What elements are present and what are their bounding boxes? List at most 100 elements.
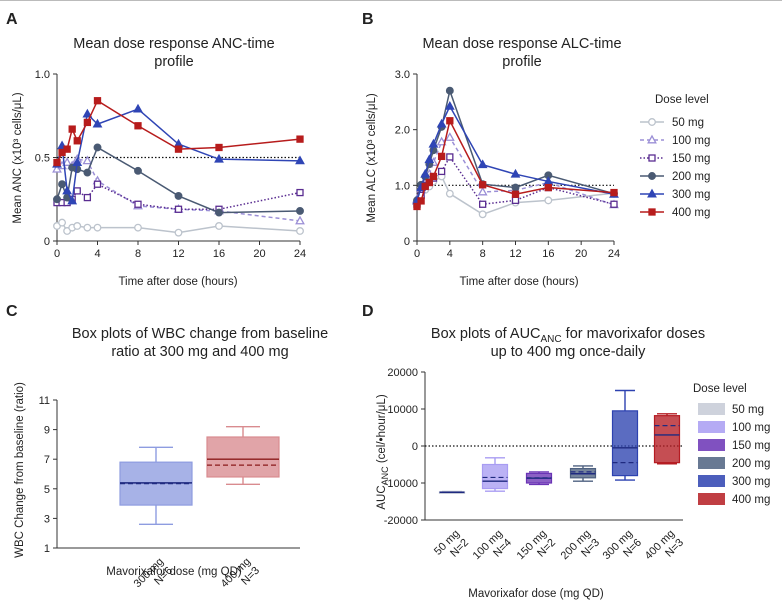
panel-b-point-150-mg-6 xyxy=(446,153,454,161)
panel-a-point-400-mg-6 xyxy=(93,97,102,105)
panel-b-letter: B xyxy=(362,11,374,28)
panel-a-point-150-mg-5 xyxy=(83,193,92,202)
panel-a-point-200-mg-6 xyxy=(93,143,102,152)
panel-c-y-tick-label-3: 7 xyxy=(44,454,50,466)
panel-a-point-200-mg-9 xyxy=(215,208,223,217)
panel-d-y-tick-label-2: 0 xyxy=(412,441,418,453)
panel-a-point-150-mg-10 xyxy=(296,188,304,197)
panel-d-legend-label-300-mg: 300 mg xyxy=(732,476,770,488)
panel-c-xlabel: Mavorixafor dose (mg QD) xyxy=(106,566,242,578)
panel-a-point-150-mg-8 xyxy=(174,205,183,213)
panel-a-point-300-mg-5 xyxy=(82,108,93,118)
panel-a-point-200-mg-0 xyxy=(53,195,61,204)
panel-d-ylabel: AUCANC (cel/•hour/μL) xyxy=(376,394,390,509)
panel-a-point-200-mg-5 xyxy=(83,168,92,177)
panel-b-point-100-mg-6 xyxy=(444,132,455,141)
panel-c-title-line2: ratio at 300 mg and 400 mg xyxy=(111,344,288,360)
panel-b-point-400-mg-7 xyxy=(479,181,487,189)
panel-b-point-300-mg-7 xyxy=(477,159,488,169)
panel-a-x-tick-label-0: 0 xyxy=(54,248,60,260)
panel-a-point-150-mg-7 xyxy=(134,200,142,208)
panel-b-legend-title: Dose level xyxy=(655,94,709,106)
panel-b-point-150-mg-7 xyxy=(479,200,487,208)
panel-b-point-400-mg-5 xyxy=(437,152,446,161)
panel-d-legend-swatch-50-mg xyxy=(698,403,725,415)
panel-d-legend: 50 mg 100 mg 150 mg 200 mg 300 mg 400 mg xyxy=(698,403,770,506)
panel-b-legend-marker-400-mg xyxy=(648,208,656,216)
panel-b-legend-label-400-mg: 400 mg xyxy=(672,207,710,219)
panel-b-point-300-mg-3 xyxy=(424,154,435,164)
panel-c-y-tick-label-1: 3 xyxy=(44,513,50,525)
panel-b-legend-marker-300-mg xyxy=(647,188,657,198)
panel-d-box-300-mg xyxy=(611,410,639,477)
panel-c-y-tick-label-5: 11 xyxy=(39,395,50,407)
panel-b-point-300-mg-6 xyxy=(444,100,455,110)
panel-b-point-400-mg-8 xyxy=(511,190,520,198)
panel-d-legend-label-200-mg: 200 mg xyxy=(732,458,770,470)
panel-d-title-suffix: for mavorixafor doses xyxy=(562,326,705,342)
panel-c-y-tick-label-0: 1 xyxy=(44,543,50,555)
panel-d-legend-swatch-400-mg xyxy=(698,493,725,505)
panel-a-x-tick-label-16: 16 xyxy=(213,248,225,260)
panel-c: C Box plots of WBC change from baseline … xyxy=(6,303,328,590)
panel-a-point-50-mg-8 xyxy=(174,228,183,237)
panel-b-point-400-mg-1 xyxy=(417,197,425,205)
panel-b-x-tick-label-16: 16 xyxy=(542,248,554,260)
panel-b-legend-label-50-mg: 50 mg xyxy=(672,117,704,129)
panel-b-legend-marker-50-mg xyxy=(648,118,656,126)
panel-b-legend-label-100-mg: 100 mg xyxy=(672,135,710,147)
panel-a-x-tick-label-4: 4 xyxy=(94,248,100,260)
panel-b-plot: 0 4 8 12 16 20 24 0 1.0 2.0 3.0 xyxy=(395,69,620,260)
panel-a-point-400-mg-3 xyxy=(68,125,76,133)
panel-a-point-300-mg-6 xyxy=(92,118,103,128)
panel-b-point-150-mg-8 xyxy=(511,196,520,205)
panel-b-ylabel: Mean ALC (x10³ cells/μL) xyxy=(366,93,378,223)
panel-d-title-line2: up to 400 mg once-daily xyxy=(491,344,647,360)
panel-b-y-tick-label-1: 1.0 xyxy=(395,180,410,192)
panel-a-point-100-mg-5 xyxy=(82,155,93,165)
panel-d-y-tick-label-3: 10000 xyxy=(387,404,418,416)
panel-a-x-tick-label-12: 12 xyxy=(172,248,184,260)
panel-d-y-tick-label-4: 20000 xyxy=(387,367,418,379)
panel-a-x-tick-label-8: 8 xyxy=(135,248,141,260)
panel-a-y-tick-label-1: 0.5 xyxy=(35,153,50,165)
panel-b-x-tick-label-8: 8 xyxy=(480,248,486,260)
panel-b-point-400-mg-6 xyxy=(446,117,454,125)
panel-a-point-400-mg-10 xyxy=(296,135,304,143)
panel-d-title-line1: Box plots of AUCANC for mavorixafor dose… xyxy=(431,326,705,345)
panel-a-point-300-mg-2 xyxy=(62,185,73,195)
panel-d-ylabel-prefix: AUC xyxy=(376,485,388,509)
panel-a-point-400-mg-0 xyxy=(53,158,61,167)
panel-b-point-50-mg-6 xyxy=(445,189,454,198)
panel-d-title-sub: ANC xyxy=(541,334,562,345)
panel-b-point-400-mg-9 xyxy=(544,183,552,192)
panel-b-point-400-mg-2 xyxy=(421,182,429,191)
panel-b-legend-label-200-mg: 200 mg xyxy=(672,171,710,183)
panel-b-point-300-mg-2 xyxy=(420,168,431,178)
panel-d-y-tick-label-0: -20000 xyxy=(384,515,418,527)
panel-d-letter: D xyxy=(362,303,374,320)
panel-d-legend-label-150-mg: 150 mg xyxy=(732,440,770,452)
panel-a-series-line-300-mg xyxy=(56,108,301,204)
panel-a-xlabel: Time after dose (hours) xyxy=(118,276,237,288)
panel-b-point-400-mg-10 xyxy=(610,188,618,197)
panel-b-legend-marker-200-mg xyxy=(648,172,656,180)
panel-a-y-tick-label-0: 0 xyxy=(44,236,50,248)
panel-a-point-50-mg-4 xyxy=(73,222,82,230)
panel-b-point-400-mg-4 xyxy=(429,172,438,181)
panel-a-point-300-mg-9 xyxy=(214,153,224,163)
panel-b-y-tick-label-2: 2.0 xyxy=(395,125,410,137)
panel-a-plot: 0 4 8 12 16 20 24 0 0.5 1.0 xyxy=(35,69,306,260)
panel-c-letter: C xyxy=(6,303,18,320)
panel-c-y-tick-label-4: 9 xyxy=(44,425,50,437)
panel-a-letter: A xyxy=(6,11,18,28)
panel-a-point-400-mg-4 xyxy=(73,137,81,145)
panel-b-point-100-mg-7 xyxy=(477,186,488,196)
panel-b: B Mean dose response ALC-time profile Ti… xyxy=(362,11,710,288)
panel-b-point-300-mg-5 xyxy=(436,118,447,128)
panel-a-ylabel: Mean ANC (x10³ cells/μL) xyxy=(12,92,24,223)
panel-b-y-tick-label-0: 0 xyxy=(404,236,410,248)
